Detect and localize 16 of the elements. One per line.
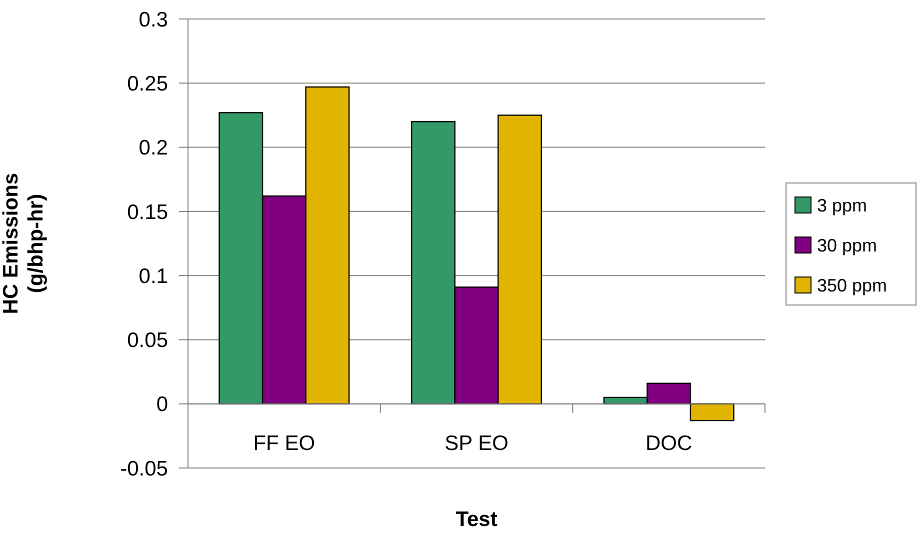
x-tick-label: DOC — [645, 432, 692, 455]
y-tick-label: 0.15 — [127, 200, 168, 224]
y-tick-label: 0.2 — [138, 136, 168, 160]
y-axis-title: HC Emissions (g/bhp-hr) — [0, 172, 48, 314]
y-tick-label: -0.05 — [120, 457, 168, 480]
x-tick-label: SP EO — [444, 432, 508, 455]
y-tick-label: 0.3 — [138, 8, 168, 32]
x-tick-label: FF EO — [253, 432, 316, 455]
y-tick-label: 0 — [156, 393, 168, 416]
legend-label: 350 ppm — [817, 275, 888, 296]
y-tick-label: 0.1 — [138, 264, 168, 288]
y-tick-label: 0.25 — [127, 72, 168, 96]
y-tick-label: 0.05 — [127, 329, 168, 352]
legend-label: 30 ppm — [817, 235, 878, 256]
legend-label: 3 ppm — [817, 195, 868, 216]
x-axis-title: Test — [456, 508, 498, 531]
